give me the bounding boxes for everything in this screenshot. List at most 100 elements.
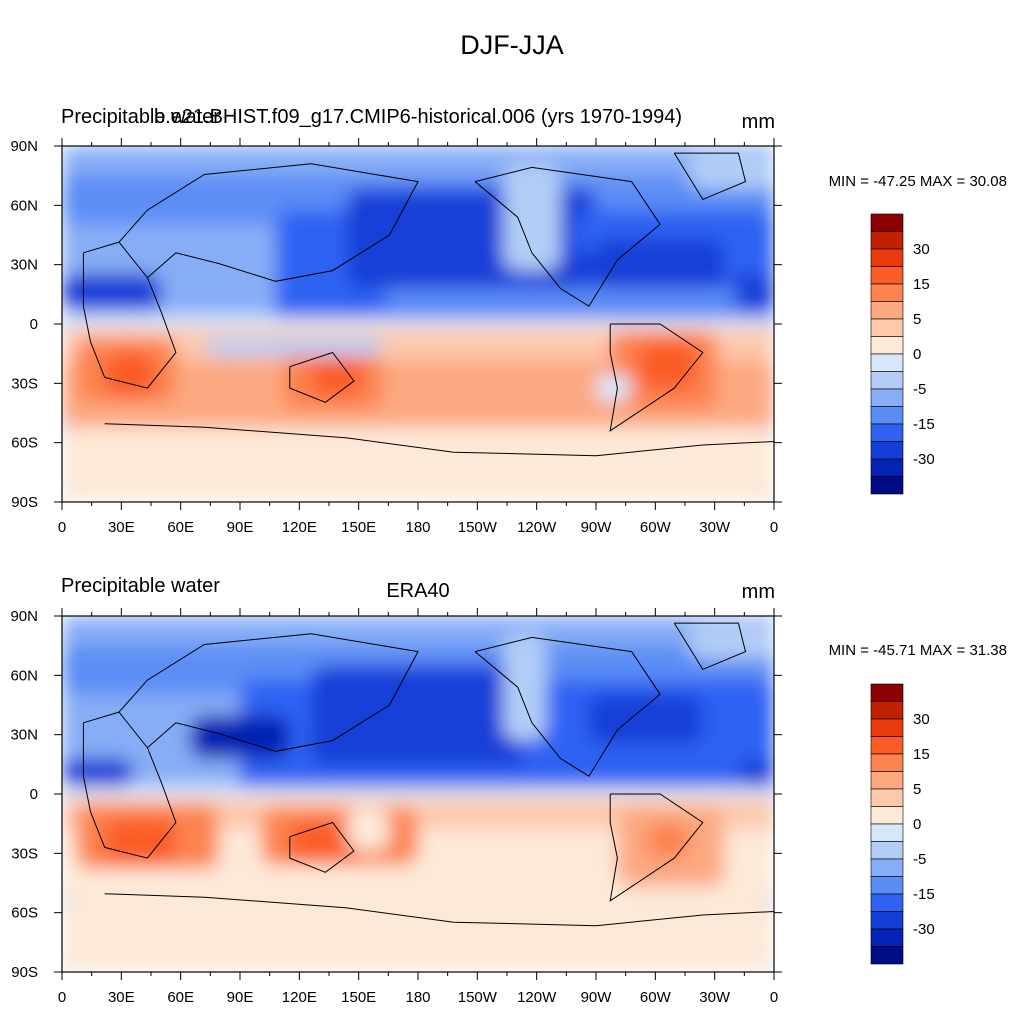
- contour-region: [104, 352, 155, 396]
- coastline: [104, 893, 774, 927]
- x-tick-label: 0: [58, 519, 66, 536]
- minmax-label: MIN = -45.71 MAX = 31.38: [829, 642, 1007, 659]
- contour-region: [204, 338, 383, 357]
- contour-region: [645, 822, 689, 859]
- y-tick-label: 30S: [11, 375, 38, 392]
- panel-units: mm: [742, 581, 775, 603]
- colorbar-label: 15: [913, 276, 930, 293]
- colorbar-label: -5: [913, 381, 926, 398]
- coastline: [82, 241, 177, 389]
- colorbar-box: [870, 458, 904, 477]
- contour-region: [62, 758, 134, 787]
- contour-region: [596, 238, 725, 292]
- contour-region: [688, 153, 774, 189]
- x-tick-label: 180: [405, 989, 430, 1006]
- y-tick-label: 60S: [11, 905, 38, 922]
- contour-region: [738, 758, 774, 787]
- colorbar-label: 15: [913, 746, 930, 763]
- coastline: [82, 711, 177, 859]
- colorbar-box: [870, 893, 904, 912]
- colorbar-box: [870, 876, 904, 895]
- y-tick-label: 90S: [11, 494, 38, 511]
- y-tick-label: 30N: [10, 257, 38, 274]
- coastline: [474, 636, 661, 777]
- x-tick-label: 120W: [517, 519, 557, 536]
- panel-units: mm: [742, 111, 775, 133]
- x-tick-label: 60E: [167, 989, 194, 1006]
- colorbar-box: [870, 788, 904, 807]
- page-title: DJF-JJA: [460, 30, 564, 60]
- contour-region: [503, 633, 547, 741]
- y-tick-label: 60N: [10, 667, 38, 684]
- colorbar-box: [870, 266, 904, 285]
- colorbar-box: [870, 806, 904, 825]
- contour-region: [382, 288, 739, 310]
- contour-region: [62, 829, 774, 901]
- coastlines: [82, 152, 774, 457]
- x-tick-label: 90W: [581, 519, 613, 536]
- contour-region: [731, 274, 774, 310]
- x-tick-label: 30W: [699, 519, 731, 536]
- contour-region: [346, 808, 390, 851]
- contour-region: [104, 818, 176, 862]
- x-tick-label: 150W: [458, 989, 498, 1006]
- contour-region: [311, 359, 362, 396]
- x-tick-label: 0: [770, 519, 778, 536]
- colorbar-label: -30: [913, 451, 935, 468]
- panel-left-title: Precipitable water: [61, 106, 220, 128]
- x-tick-label: 180: [405, 519, 430, 536]
- contour-region: [62, 274, 162, 310]
- colorbar-box: [870, 841, 904, 860]
- colorbar-box: [870, 213, 904, 232]
- colorbar-label: 5: [913, 781, 921, 798]
- coastline: [289, 821, 355, 873]
- contour-region: [190, 715, 290, 759]
- colorbar-box: [870, 388, 904, 407]
- panel-model: Precipitable water b.e21.BHIST.f09_g17.C…: [10, 106, 1007, 536]
- colorbar-label: 0: [913, 816, 921, 833]
- contour-region: [62, 786, 774, 798]
- colorbar-box: [870, 371, 904, 390]
- x-tick-label: 120E: [282, 519, 317, 536]
- x-tick-label: 30E: [108, 989, 135, 1006]
- colorbar-label: -15: [913, 886, 935, 903]
- contour-region: [62, 900, 774, 972]
- y-tick-label: 60S: [11, 435, 38, 452]
- coastline: [673, 152, 747, 201]
- contour-region: [62, 316, 774, 328]
- colorbar-box: [870, 771, 904, 790]
- colorbar-box: [870, 701, 904, 720]
- contour-region: [596, 373, 632, 403]
- x-tick-label: 90E: [227, 519, 254, 536]
- coastline: [673, 622, 747, 671]
- x-tick-label: 90W: [581, 989, 613, 1006]
- colorbar-box: [870, 353, 904, 372]
- colorbar-box: [870, 823, 904, 842]
- minmax-label: MIN = -47.25 MAX = 30.08: [829, 173, 1007, 190]
- x-tick-label: 60W: [640, 519, 672, 536]
- colorbar-box: [870, 283, 904, 302]
- x-tick-label: 30E: [108, 519, 135, 536]
- coastline: [104, 423, 774, 457]
- panel-center-title: b.e21.BHIST.f09_g17.CMIP6-historical.006…: [154, 106, 682, 128]
- colorbar-box: [870, 753, 904, 772]
- coastline: [609, 323, 704, 432]
- colorbar: 30 15 5 0 -5 -15 -30: [870, 683, 935, 965]
- colorbar-box: [870, 248, 904, 267]
- x-tick-label: 120E: [282, 989, 317, 1006]
- contour-region: [503, 163, 561, 271]
- x-tick-label: 0: [58, 989, 66, 1006]
- coastline: [474, 166, 661, 307]
- coastline: [289, 351, 355, 403]
- x-tick-label: 30W: [699, 989, 731, 1006]
- x-tick-label: 60E: [167, 519, 194, 536]
- x-tick-label: 150W: [458, 519, 498, 536]
- colorbar-box: [870, 301, 904, 320]
- colorbar-box: [870, 928, 904, 947]
- colorbar-box: [870, 423, 904, 442]
- colorbar-label: 0: [913, 346, 921, 363]
- x-tick-label: 120W: [517, 989, 557, 1006]
- contour-region: [62, 427, 774, 502]
- y-tick-label: 90S: [11, 964, 38, 981]
